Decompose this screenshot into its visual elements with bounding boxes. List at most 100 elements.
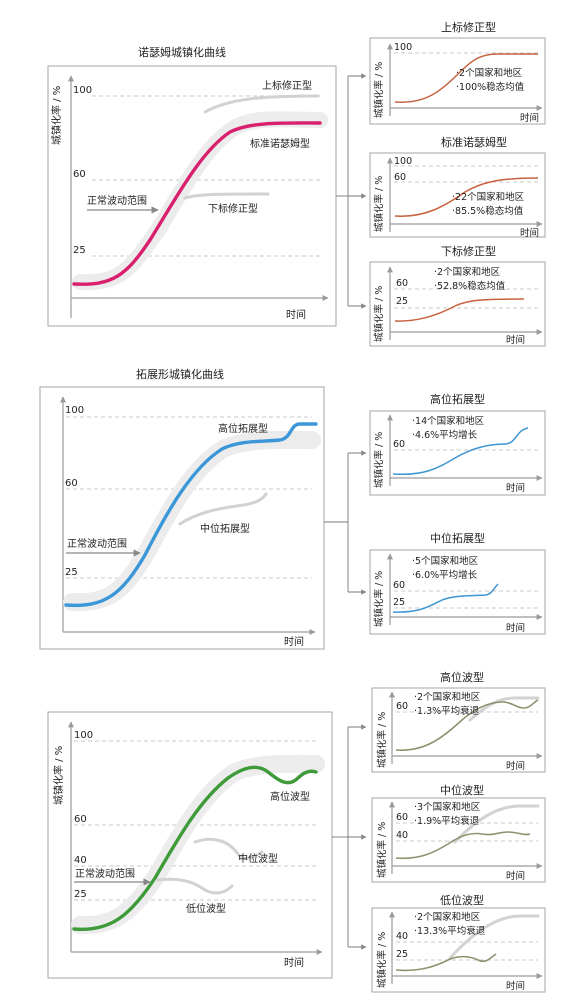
main3-tick-40: 40 <box>74 855 87 866</box>
main2-mid-curve <box>178 492 268 526</box>
s2-panel-high-x-label: 时间 <box>506 482 525 494</box>
s2-panel-high-curve <box>392 427 529 476</box>
s3-panel-low-tick-40: 40 <box>396 931 408 942</box>
s1-panel-standard: 标准诺瑟姆型 城镇化率 / % 时间 100 60 ·22个国家和地区 ·85.… <box>369 135 546 239</box>
s1-panel-lower-line1: ·2个国家和地区 <box>434 266 501 278</box>
s2-panel-high: 高位拓展型 城镇化率 / % 时间 60 ·14个国家和地区 ·4.6%平均增长 <box>369 392 546 496</box>
main1-tick-100: 100 <box>73 85 92 96</box>
s1-panel-upper-line2: ·100%稳态均值 <box>456 81 525 93</box>
s1-panel-lower-y-label: 城镇化率 / % <box>373 286 385 342</box>
s3-panel-low-curve <box>395 953 497 972</box>
main1-standard-curve <box>72 121 322 286</box>
s3-panel-mid-curve <box>395 831 531 860</box>
s3-panel-low-line2: ·13.3%平均衰退 <box>414 925 486 937</box>
main3-high-label: 高位波型 <box>270 790 310 803</box>
s1-panel-standard-curve <box>394 177 539 217</box>
s2-panel-mid-x-label: 时间 <box>506 622 525 634</box>
s3-panel-mid-y-label: 城镇化率 / % <box>376 822 388 878</box>
s3-panel-high-title: 高位波型 <box>440 670 484 684</box>
s1-panel-upper-line1: ·2个国家和地区 <box>456 67 523 79</box>
s2-panel-mid-line1: ·5个国家和地区 <box>412 555 479 567</box>
s3-panel-mid-tick-60: 60 <box>396 812 408 823</box>
main2-normal-range-label: 正常波动范围 <box>67 537 127 550</box>
main2-high-label: 高位拓展型 <box>218 422 268 435</box>
s3-panel-mid-tick-40: 40 <box>396 830 408 841</box>
s1-panel-lower-tick-60: 60 <box>396 278 408 289</box>
s1-panel-upper-title: 上标修正型 <box>441 20 496 34</box>
s2-panel-high-title: 高位拓展型 <box>430 392 485 406</box>
main3-tick-100: 100 <box>74 730 93 741</box>
s2-panel-high-tick-60: 60 <box>393 439 405 450</box>
main1-upper-curve <box>203 94 320 114</box>
s3-panel-low-line1: ·2个国家和地区 <box>414 911 481 923</box>
s3-panel-high-y-label: 城镇化率 / % <box>376 712 388 768</box>
s2-panel-mid-curve <box>392 583 499 613</box>
section1-title: 诺瑟姆城镇化曲线 <box>138 45 226 59</box>
main2-mid-label: 中位拓展型 <box>200 522 250 535</box>
main3-normal-range-label: 正常波动范围 <box>75 867 135 880</box>
main1-tick-25: 25 <box>73 245 86 256</box>
s3-panel-mid: 中位波型 城镇化率 / % 时间 60 40 ·3个国家和地区 ·1.9%平均衰… <box>371 783 546 883</box>
s3-panel-high-tick-60: 60 <box>396 701 408 712</box>
main3-low-label: 低位波型 <box>186 902 226 915</box>
main3-tick-25: 25 <box>74 889 87 900</box>
s1-panel-lower-tick-25: 25 <box>396 296 408 307</box>
s3-panel-low-title: 低位波型 <box>440 893 484 907</box>
main3-mid-curve <box>193 837 264 860</box>
section1: 诺瑟姆城镇化曲线 城镇化率 / % 时间 100 60 25 正常波动范围 上标… <box>47 20 546 347</box>
s1-panel-upper-tick-100: 100 <box>394 42 412 53</box>
s2-panel-high-y-label: 城镇化率 / % <box>373 432 385 488</box>
s1-panel-standard-tick-100: 100 <box>394 156 412 167</box>
main3-tick-60: 60 <box>74 814 87 825</box>
s1-panel-standard-x-label: 时间 <box>520 227 539 239</box>
main2-high-curve <box>64 422 318 608</box>
s1-panel-standard-line2: ·85.5%稳态均值 <box>452 205 524 217</box>
s1-panel-lower-x-label: 时间 <box>506 334 525 346</box>
s3-panel-high-line1: ·2个国家和地区 <box>414 691 481 703</box>
s1-panel-standard-y-label: 城镇化率 / % <box>373 176 385 232</box>
main2-x-label: 时间 <box>284 635 304 648</box>
s1-panel-standard-line1: ·22个国家和地区 <box>452 191 525 203</box>
s1-panel-lower-title: 下标修正型 <box>441 244 496 258</box>
main1-lower-curve <box>183 192 270 200</box>
s1-panel-upper: 上标修正型 城镇化率 / % 时间 100 ·2个国家和地区 ·100%稳态均值 <box>369 20 546 125</box>
main2-tick-60: 60 <box>65 478 78 489</box>
main1-tick-60: 60 <box>73 169 86 180</box>
main3-y-label: 城镇化率 / % <box>52 746 65 805</box>
s2-panel-mid-title: 中位拓展型 <box>430 531 485 545</box>
s2-panel-mid: 中位拓展型 城镇化率 / % 时间 60 25 ·5个国家和地区 ·6.0%平均… <box>369 531 546 635</box>
s2-panel-mid-tick-60: 60 <box>393 580 405 591</box>
main3-high-curve <box>72 765 318 932</box>
section2-title: 拓展形城镇化曲线 <box>136 367 224 381</box>
main3-mid-label: 中位波型 <box>238 852 278 865</box>
s3-panel-high: 高位波型 城镇化率 / % 时间 60 ·2个国家和地区 ·1.3%平均衰退 <box>371 670 546 773</box>
s2-panel-high-line1: ·14个国家和地区 <box>412 415 485 427</box>
s3-panel-low-y-label: 城镇化率 / % <box>376 932 388 988</box>
s2-panel-mid-line2: ·6.0%平均增长 <box>412 569 478 581</box>
s1-panel-lower-line2: ·52.8%稳态均值 <box>434 280 506 292</box>
s3-panel-high-line2: ·1.3%平均衰退 <box>414 705 480 717</box>
s2-panel-mid-tick-25: 25 <box>393 597 405 608</box>
s1-panel-upper-curve <box>394 53 538 103</box>
main2-tick-25: 25 <box>65 567 78 578</box>
s1-panel-standard-title: 标准诺瑟姆型 <box>441 135 507 149</box>
main2-tick-100: 100 <box>65 405 84 416</box>
main1-x-label: 时间 <box>286 308 306 321</box>
main3-low-curve <box>156 877 234 895</box>
s3-panel-low: 低位波型 城镇化率 / % 时间 40 25 ·2个国家和地区 ·13.3%平均… <box>371 893 546 993</box>
main1-standard-label: 标准诺瑟姆型 <box>250 137 310 150</box>
s1-panel-lower: 下标修正型 城镇化率 / % 时间 60 25 ·2个国家和地区 ·52.8%稳… <box>369 244 546 347</box>
s3-panel-high-x-label: 时间 <box>506 760 525 772</box>
s1-panel-upper-y-label: 城镇化率 / % <box>373 62 385 118</box>
main1-upper-label: 上标修正型 <box>262 79 312 92</box>
section3: 城镇化率 / % 时间 100 60 40 25 正常波动范围 高位波型 中位波… <box>47 670 546 993</box>
s3-panel-high-curve <box>395 699 539 751</box>
s1-panel-upper-x-label: 时间 <box>520 112 539 124</box>
section2: 拓展形城镇化曲线 时间 100 60 25 正常波动范围 高位拓展型 中位拓展型… <box>39 367 546 650</box>
s3-panel-low-tick-25: 25 <box>396 949 408 960</box>
s3-panel-mid-line1: ·3个国家和地区 <box>414 801 481 813</box>
s3-panel-mid-title: 中位波型 <box>440 783 484 797</box>
s1-panel-lower-curve <box>394 298 525 322</box>
s2-panel-high-line2: ·4.6%平均增长 <box>412 429 478 441</box>
